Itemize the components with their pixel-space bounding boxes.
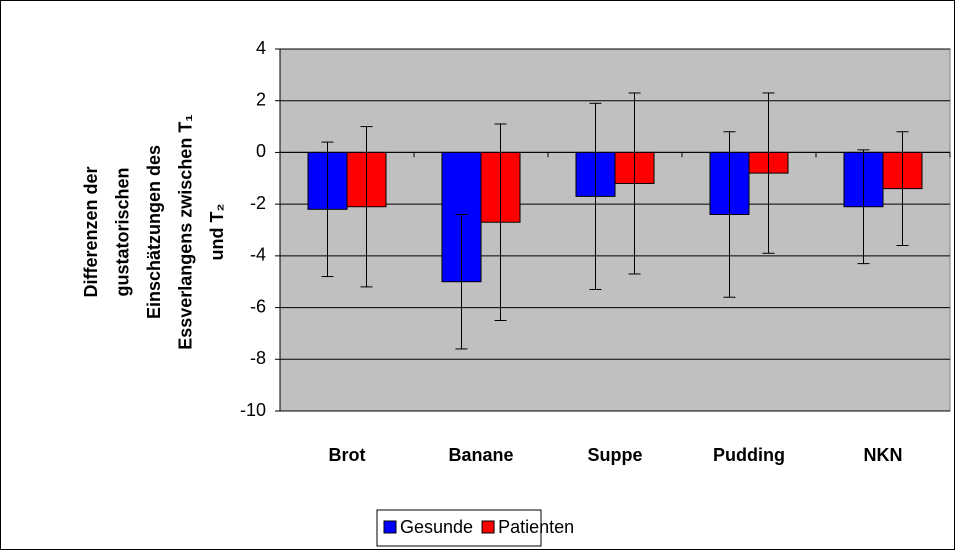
error-bar	[589, 102, 602, 290]
y-tick-label: -2	[250, 193, 266, 213]
legend-box	[376, 509, 542, 547]
x-tick-label: Brot	[329, 445, 366, 465]
error-bar	[762, 92, 775, 254]
error-bar	[360, 126, 373, 288]
y-tick-label: -6	[250, 296, 266, 316]
legend-swatch	[383, 520, 397, 534]
error-bar	[628, 92, 641, 275]
y-tick-label: 2	[256, 89, 266, 109]
error-bar	[455, 213, 468, 350]
error-bar	[494, 123, 507, 321]
error-bar	[723, 131, 736, 298]
x-tick-label: Banane	[448, 445, 513, 465]
y-axis-label: gustatorischen	[112, 167, 132, 296]
legend-label: Patienten	[498, 517, 574, 537]
y-axis-label: und T₂	[207, 204, 227, 261]
error-bar	[321, 141, 334, 278]
y-tick-label: 4	[256, 38, 266, 58]
y-axis-label: Differenzen der	[81, 166, 101, 297]
y-axis-label: Einschätzungen des	[144, 145, 164, 319]
error-bar	[857, 149, 870, 265]
y-axis-label: Essverlangens zwischen T₁	[175, 114, 195, 350]
y-tick-label: 0	[256, 141, 266, 161]
x-tick-label: NKN	[864, 445, 903, 465]
plot-area	[279, 48, 951, 412]
error-bar	[896, 131, 909, 247]
y-tick-label: -8	[250, 348, 266, 368]
x-tick-label: Pudding	[713, 445, 785, 465]
legend-swatch	[481, 520, 495, 534]
y-tick-label: -4	[250, 245, 266, 265]
x-tick-label: Suppe	[587, 445, 642, 465]
legend-label: Gesunde	[400, 517, 473, 537]
y-tick-label: -10	[240, 400, 266, 420]
